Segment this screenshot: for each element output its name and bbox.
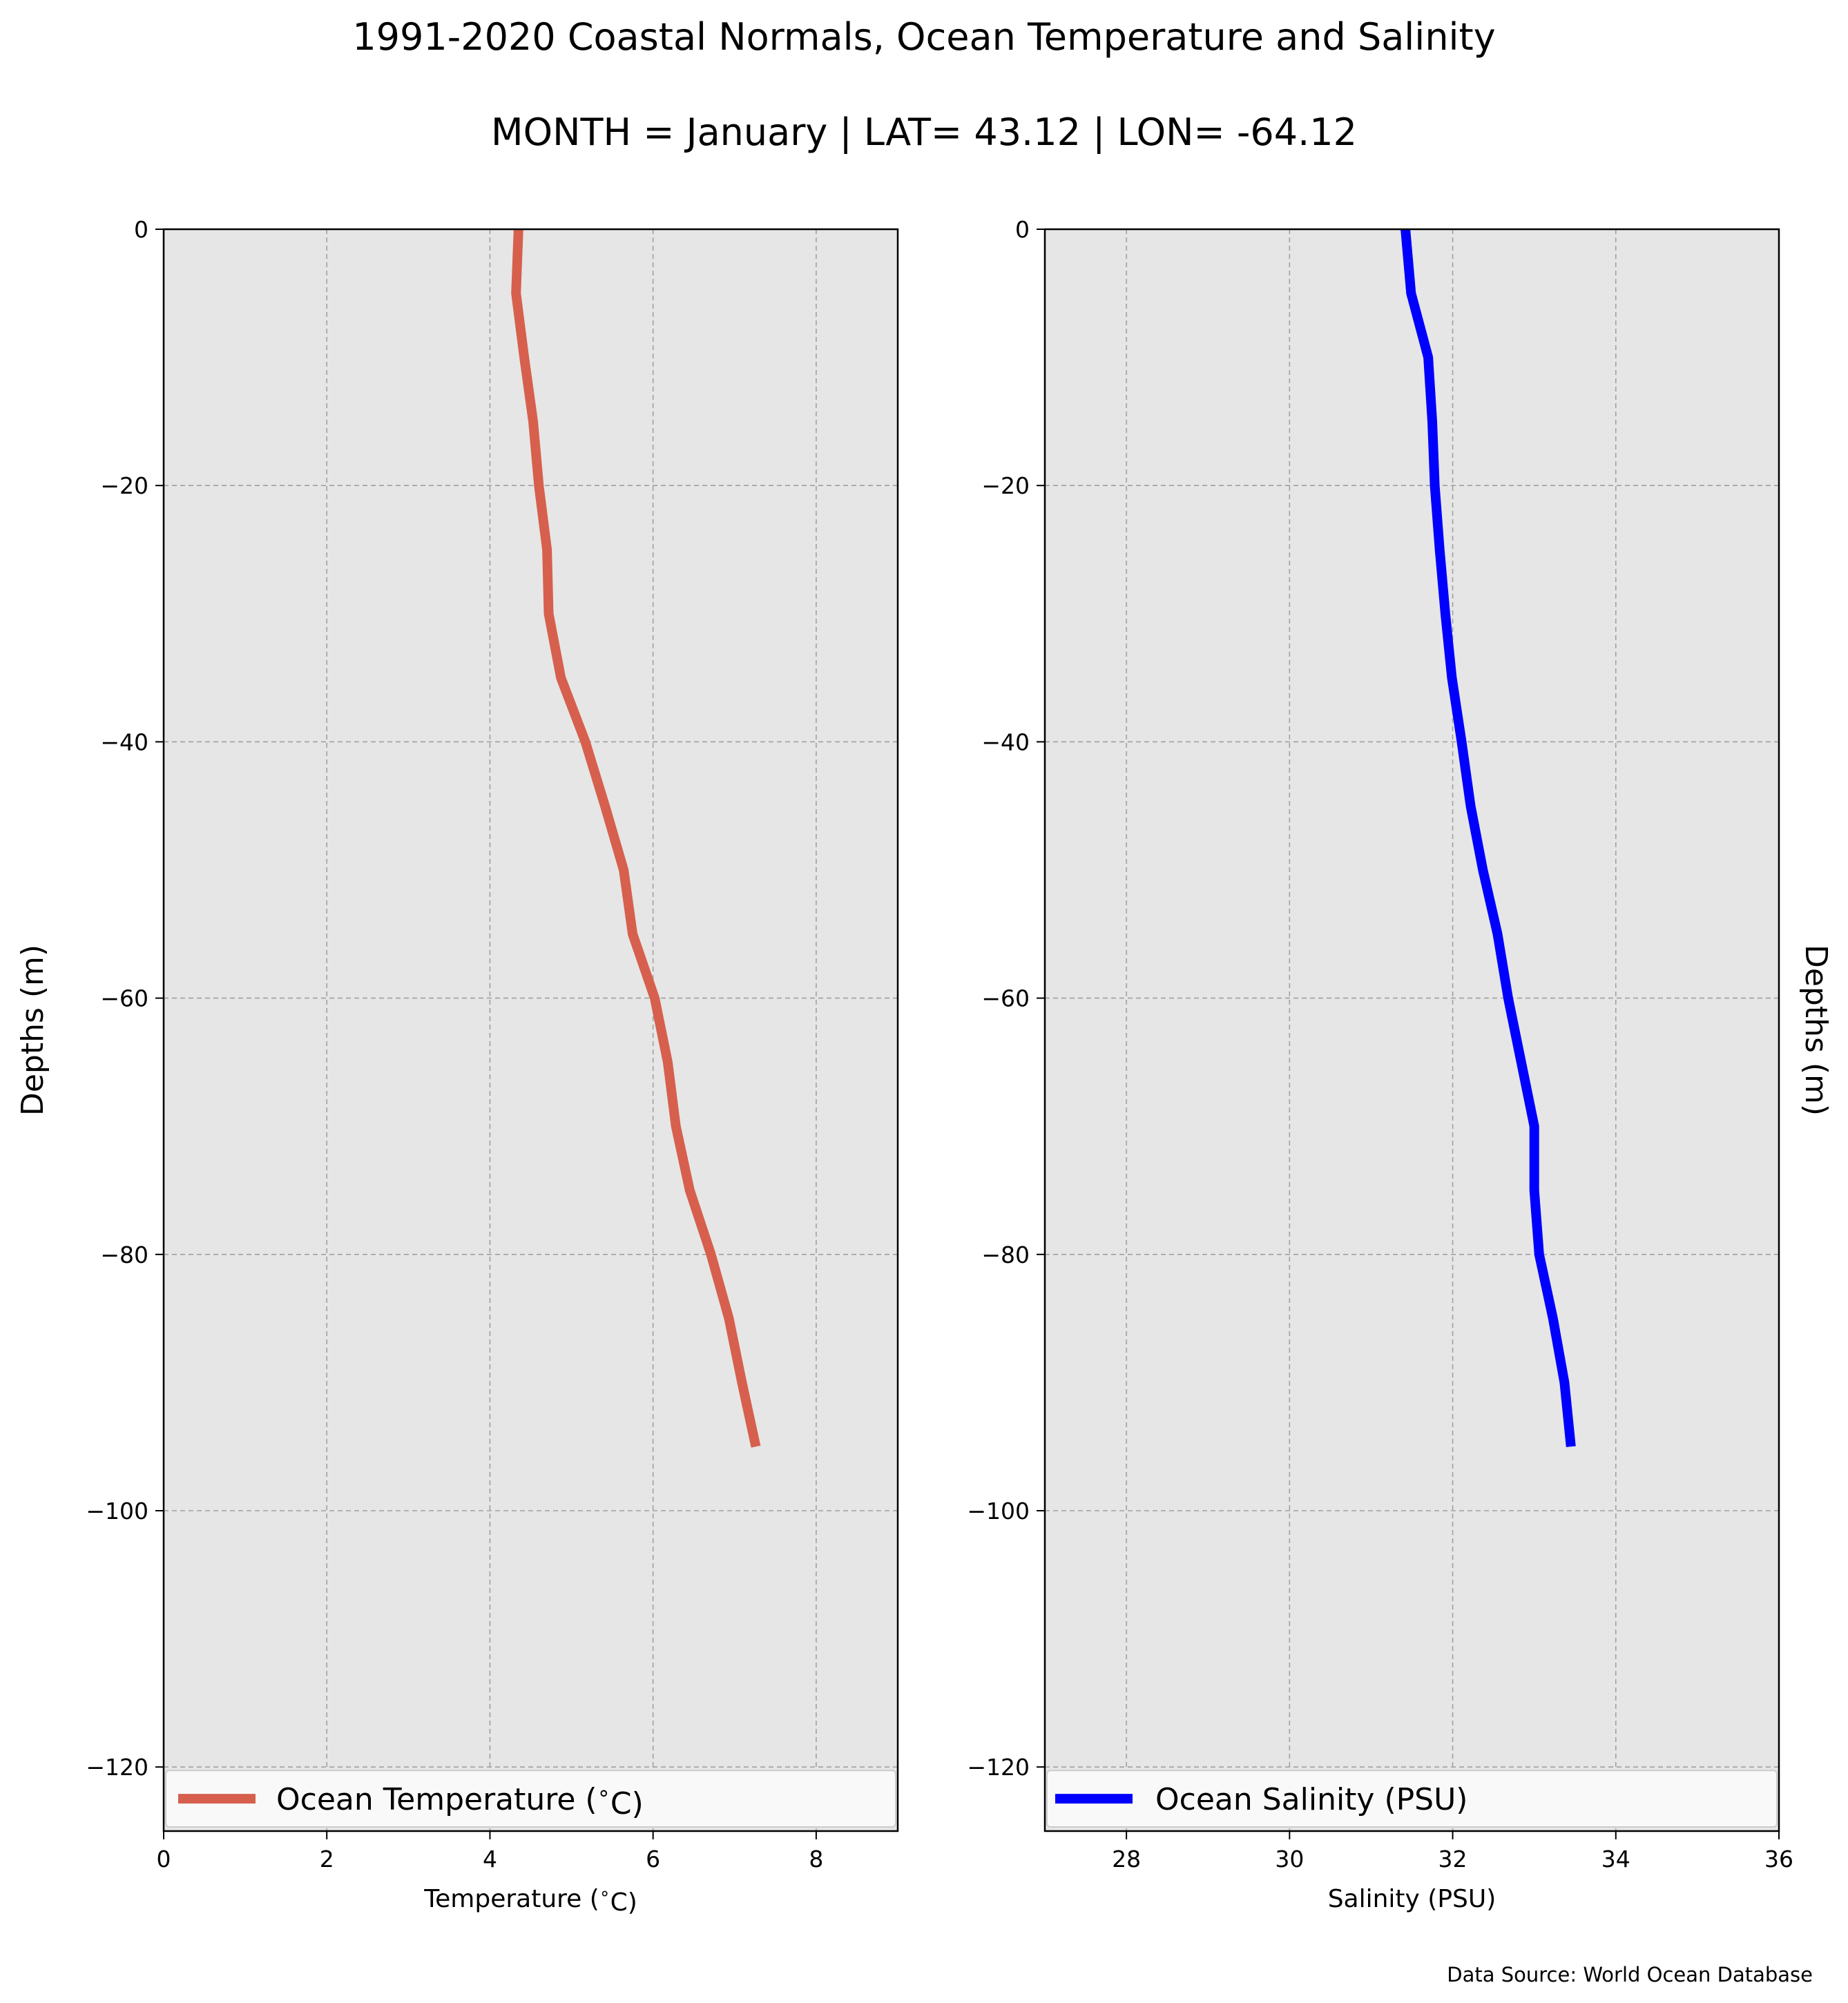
- plot-area: [164, 229, 898, 1831]
- y-tick-label: −100: [967, 1498, 1030, 1525]
- y-tick-label: −80: [981, 1241, 1030, 1268]
- legend-box: [165, 1770, 896, 1828]
- x-axis-label: Salinity (PSU): [1328, 1885, 1496, 1913]
- x-axis-label: Temperature (∘C): [423, 1884, 637, 1917]
- y-tick-label: −40: [981, 728, 1030, 755]
- series-line: [1401, 229, 1576, 1447]
- chart-subtitle: MONTH = January | LAT= 43.12 | LON= -64.…: [491, 110, 1357, 154]
- y-tick-label: 0: [134, 216, 148, 243]
- x-tick-label: 0: [157, 1846, 171, 1873]
- y-tick-label: 0: [1015, 216, 1030, 243]
- y-axis-label: Depths (m): [15, 945, 50, 1116]
- plot-area: [1045, 229, 1779, 1831]
- axes-frame: [162, 228, 899, 1832]
- y-tick-label: −60: [100, 985, 148, 1012]
- salinity-panel: Ocean Salinity (PSU) 28 30 32 34 36 0 −20 −40 −60…: [967, 216, 1833, 1913]
- y-tick-label: −120: [967, 1754, 1030, 1781]
- x-tick-label: 8: [809, 1846, 823, 1873]
- x-tick-label: 28: [1112, 1846, 1141, 1873]
- temperature-panel: Ocean Temperature (∘C) 0 2 4 6 8 0 −20 −40 −60 −80…: [15, 216, 899, 1917]
- y-tick-label: −80: [100, 1241, 148, 1268]
- x-tick-label: 32: [1438, 1846, 1467, 1873]
- data-source-note: Data Source: World Ocean Database: [1447, 1963, 1813, 1986]
- axes-frame: [1043, 228, 1780, 1832]
- y-tick-label: −120: [86, 1754, 148, 1781]
- legend-label: Ocean Temperature (∘C): [276, 1781, 644, 1821]
- y-tick-label: −20: [100, 472, 148, 499]
- y-tick-label: −60: [981, 985, 1030, 1012]
- x-tick-label: 4: [483, 1846, 497, 1873]
- y-tick-label: −20: [981, 472, 1030, 499]
- y-tick-label: −40: [100, 728, 148, 755]
- x-tick-label: 30: [1275, 1846, 1304, 1873]
- legend-box: [1046, 1770, 1778, 1828]
- legend: Ocean Salinity (PSU): [1046, 1770, 1778, 1828]
- legend-label: Ocean Salinity (PSU): [1155, 1782, 1467, 1817]
- x-tick-label: 2: [320, 1846, 334, 1873]
- y-axis-label: Depths (m): [1798, 945, 1833, 1116]
- y-tick-label: −100: [86, 1498, 148, 1525]
- legend: Ocean Temperature (∘C): [165, 1770, 896, 1828]
- x-tick-label: 34: [1601, 1846, 1630, 1873]
- chart-title: 1991-2020 Coastal Normals, Ocean Tempera…: [352, 15, 1495, 59]
- series-line: [511, 229, 761, 1448]
- x-tick-label: 6: [646, 1846, 660, 1873]
- x-tick-label: 36: [1764, 1846, 1793, 1873]
